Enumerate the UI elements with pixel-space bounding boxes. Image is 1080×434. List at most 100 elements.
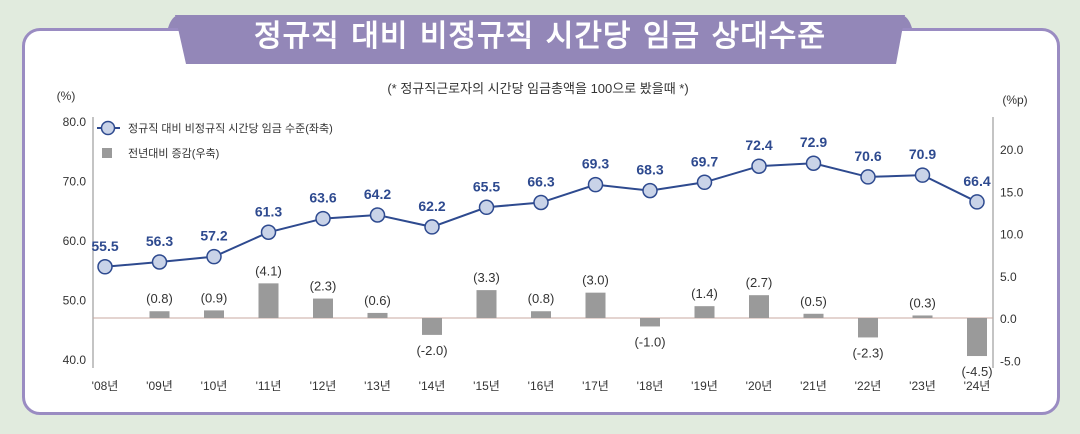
bar [149,311,170,318]
right-axis-unit: (%p) [1002,93,1027,107]
line-data-label: 72.4 [745,137,772,153]
bar-data-label: (0.6) [364,293,391,308]
line-point [805,155,822,171]
bar-data-label: (0.8) [146,291,173,306]
bar-data-label: (-1.0) [634,334,665,349]
bar [258,283,279,318]
line-point [533,194,549,211]
legend-marker-icon [100,120,116,136]
x-tick-label: '22년 [855,379,882,393]
bar [694,306,715,318]
line-point [478,199,495,216]
legend-bar-label: 전년대비 증감(우축) [128,147,219,160]
x-tick-label: '12년 [310,379,337,393]
line-point [914,167,931,183]
line-point [696,174,713,191]
x-tick-label: '09년 [146,379,173,393]
bar-data-label: (0.9) [201,290,228,305]
line-data-label: 68.3 [636,162,663,178]
line-data-label: 61.3 [255,203,282,219]
line-point [587,176,604,193]
bar-data-label: (1.4) [691,286,718,301]
bar [640,318,660,327]
x-tick-label: '14년 [419,379,446,393]
left-axis-unit: (%) [57,89,76,103]
legend: 정규직 대비 비정규직 시간당 임금 수준(좌축) 전년대비 증감(우축) [97,120,333,160]
x-tick-label: '13년 [364,379,391,393]
bar-data-label: (3.3) [473,270,500,285]
bar [967,318,987,357]
right-tick-label: 5.0 [1000,270,1017,284]
line-data-label: 63.6 [309,190,336,206]
x-tick-label: '19년 [691,379,718,393]
line-point [969,194,985,210]
line-point [260,224,277,241]
line-point [860,169,876,185]
line-point [424,219,440,235]
x-tick-label: '08년 [92,379,119,393]
line-point [642,182,658,199]
right-tick-label: 0.0 [1000,312,1017,326]
line-data-label: 69.7 [691,153,718,169]
x-tick-label: '23년 [909,379,936,393]
line-point [206,248,222,265]
line-data-label: 72.9 [800,134,827,150]
left-tick-label: 40.0 [63,353,87,367]
left-tick-label: 60.0 [63,234,87,248]
x-tick-label: '18년 [637,379,664,393]
line-data-label: 70.6 [854,148,881,164]
legend-bar-icon [102,148,112,158]
line-data-label: 70.9 [909,146,936,162]
x-tick-label: '10년 [201,379,228,393]
bar-data-label: (0.5) [800,294,827,309]
line-data-label: 66.3 [527,174,554,190]
x-tick-label: '11년 [256,379,282,393]
bar-data-label: (0.3) [909,295,936,310]
chart-title: 정규직 대비 비정규직 시간당 임금 상대수준 [253,19,827,54]
line-point [751,158,767,174]
bar [803,313,824,318]
bar [204,310,224,318]
bar [858,318,878,338]
bar [367,312,388,318]
line-data-label: 62.2 [418,198,445,214]
line-point [369,207,386,223]
bar-data-label: (-2.0) [416,343,447,358]
bar-data-label: (-2.3) [852,345,883,360]
bar-data-label: (2.3) [310,279,337,294]
line-point [151,254,168,270]
bar [422,318,442,335]
left-tick-label: 70.0 [63,175,87,189]
line-data-label: 55.5 [91,238,118,254]
line-data-label: 57.2 [200,228,227,244]
x-tick-label: '21년 [800,379,827,393]
line-data-label: 64.2 [364,186,391,202]
right-tick-label: 15.0 [1000,185,1024,199]
right-tick-label: 10.0 [1000,228,1024,242]
chart-card [22,28,1060,415]
line-data-label: 65.5 [473,178,500,194]
line-point [97,259,113,275]
line-point [315,210,331,227]
x-tick-label: '20년 [746,379,773,393]
x-tick-label: '17년 [582,379,609,393]
right-tick-label: -5.0 [1000,354,1021,368]
line-data-label: 56.3 [146,233,173,249]
bar [585,292,606,318]
bar [531,311,551,318]
bar-data-label: (-4.5) [961,364,992,379]
right-tick-label: 20.0 [1000,143,1024,157]
subtitle: (* 정규직근로자의 시간당 임금총액을 100으로 봤을때 *) [387,81,688,96]
bar-data-label: (4.1) [255,263,282,278]
bar [476,290,497,318]
left-tick-label: 80.0 [63,115,87,129]
x-tick-label: '24년 [964,379,991,393]
x-tick-label: '16년 [528,379,555,393]
bar-data-label: (3.0) [582,273,609,288]
x-tick-label: '15년 [473,379,500,393]
line-data-label: 69.3 [582,156,609,172]
bar-data-label: (0.8) [528,291,555,306]
bar [749,295,769,318]
